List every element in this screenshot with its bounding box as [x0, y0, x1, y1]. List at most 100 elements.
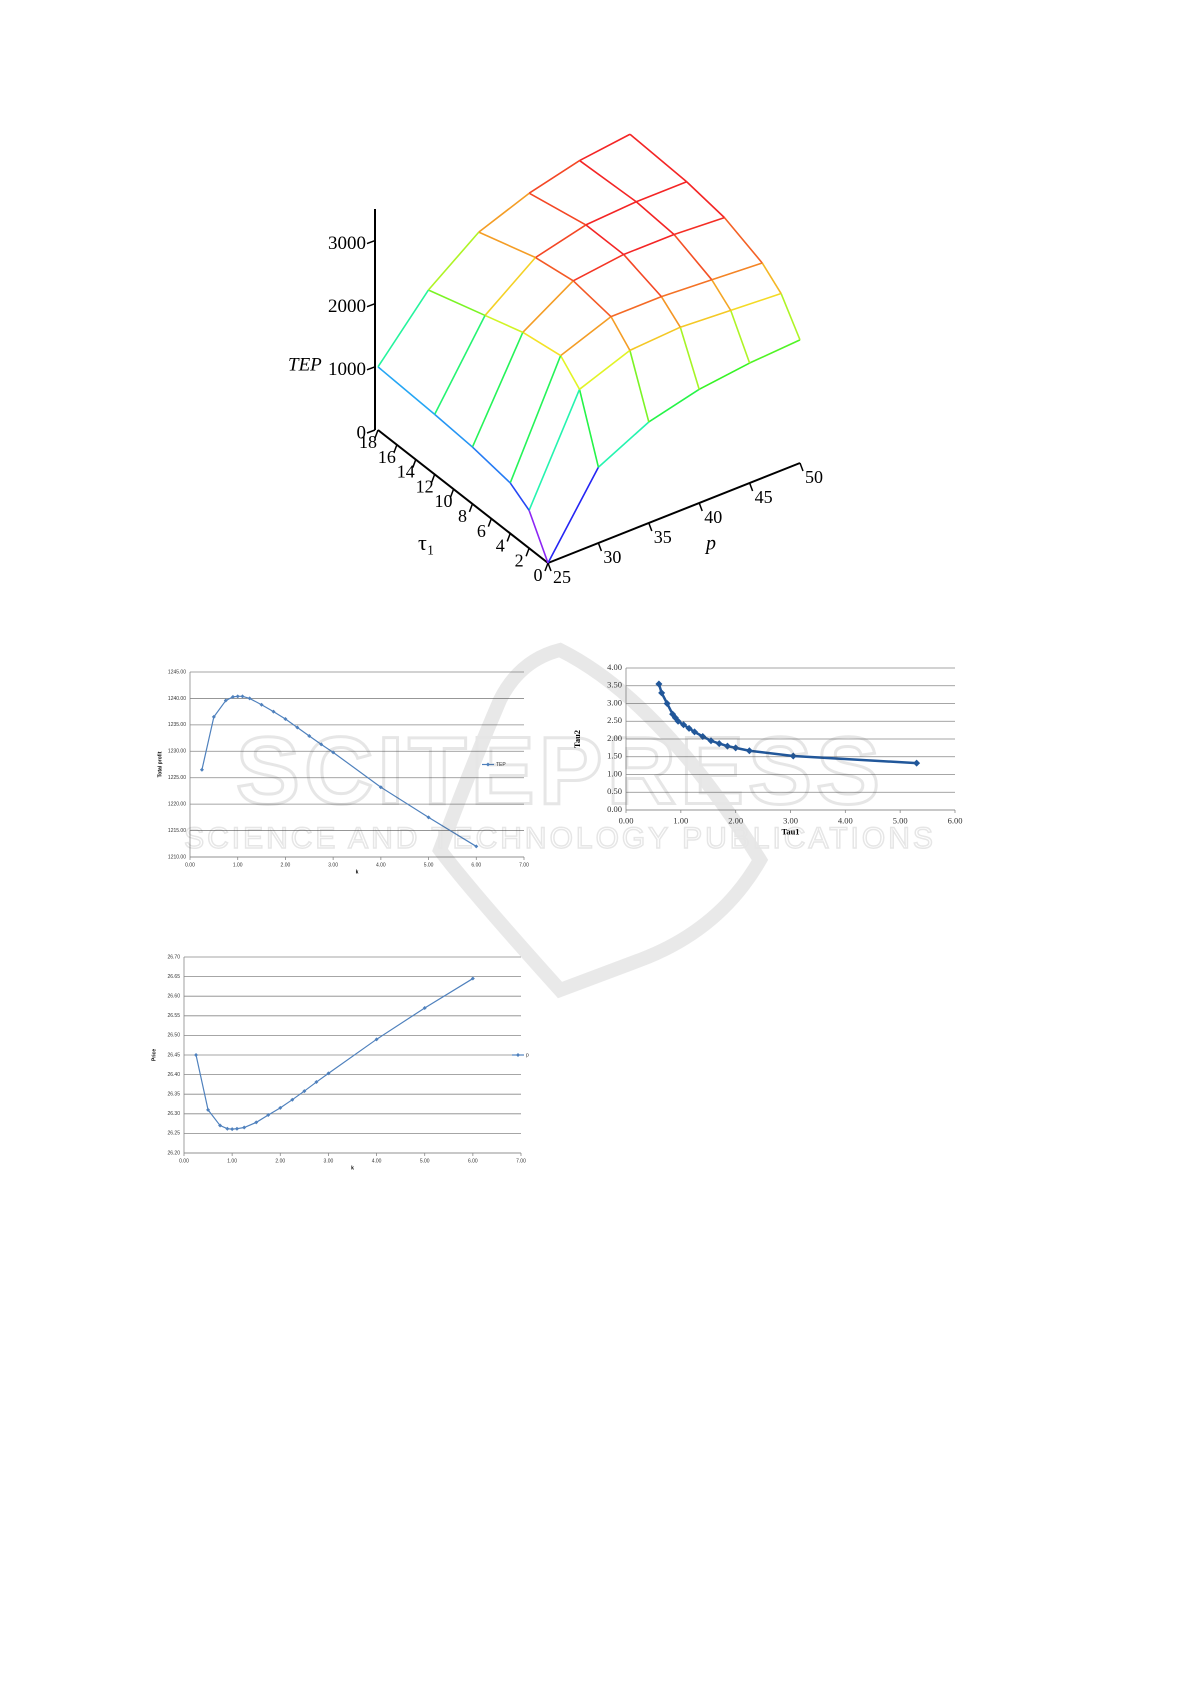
x-tick-label: 0.00	[185, 862, 195, 868]
y-tick-label: 26.45	[167, 1052, 180, 1058]
point	[283, 717, 288, 722]
x-axis-label: k	[356, 869, 359, 875]
point	[655, 680, 663, 688]
y-tick-label: 26.70	[167, 954, 180, 960]
point	[307, 733, 312, 738]
point	[331, 750, 336, 755]
surface-segment	[629, 326, 681, 352]
x-tick	[698, 502, 703, 512]
point	[374, 1037, 379, 1042]
x-tick-label: 25	[553, 567, 571, 587]
surface-segment	[428, 289, 486, 317]
x-tick-label: 0.00	[179, 1158, 189, 1164]
y-tick-label: 8	[458, 506, 467, 526]
surface-segment	[522, 280, 574, 333]
x-tick-label: 7.00	[519, 862, 529, 868]
surface-segment	[673, 233, 713, 281]
y-tick	[487, 518, 493, 527]
y-tick-label: 26.65	[167, 974, 180, 980]
point	[680, 721, 688, 729]
y-tick-label: 1.50	[607, 751, 622, 761]
y-tick	[430, 474, 436, 483]
surface-segment	[729, 310, 751, 364]
y-tick-label: 0.50	[607, 786, 622, 796]
surface-segment	[679, 326, 700, 390]
y-tick-label: 1230.00	[168, 749, 186, 755]
y-tick-label: 26.60	[167, 994, 180, 1000]
y-tick-label: 26.25	[167, 1131, 180, 1137]
y-tick-label: 26.40	[167, 1072, 180, 1078]
x-axis-label: Tau1	[781, 827, 799, 837]
surface-segment	[560, 316, 612, 357]
surface-segment	[673, 216, 725, 236]
y-tick-label: 1220.00	[168, 801, 186, 807]
x-tick	[648, 522, 653, 532]
surface-segment	[377, 366, 436, 415]
point	[223, 698, 228, 703]
x-tick-label: 45	[755, 487, 773, 507]
y-tick-label: 26.55	[167, 1013, 180, 1019]
y-tick-label: 4.00	[607, 662, 622, 672]
y-tick	[374, 429, 379, 439]
surface-segment	[377, 289, 430, 368]
x-tick-label: 5.00	[893, 815, 908, 825]
surface-segment	[528, 510, 549, 564]
watermark: SCITEPRESS SCIENCE AND TECHNOLOGY PUBLIC…	[183, 642, 936, 999]
y-tick-label: 3.00	[607, 697, 622, 707]
y-tick	[393, 444, 398, 454]
point	[474, 844, 479, 849]
point	[913, 759, 921, 767]
x-tick-label: 6.00	[471, 862, 481, 868]
surface-segment	[711, 262, 763, 281]
surface-segment	[761, 262, 782, 294]
surface-segment	[528, 389, 581, 511]
surface-segment	[635, 181, 687, 203]
y-tick	[525, 547, 530, 557]
x-tick-label: 0.00	[619, 815, 634, 825]
legend-marker	[486, 762, 490, 767]
surface-segment	[471, 446, 511, 484]
surface-segment	[471, 332, 524, 448]
legend-marker	[516, 1053, 520, 1057]
y-tick-label: 2.50	[607, 715, 622, 725]
z-tick	[366, 303, 376, 308]
point	[266, 1112, 271, 1117]
surface-segment	[623, 233, 675, 256]
surface-segment	[478, 192, 530, 233]
y-tick	[412, 459, 417, 468]
surface-segment	[680, 309, 731, 328]
x-tick-label: 1.00	[233, 862, 243, 868]
legend-label: TEP	[496, 762, 506, 768]
x-tick-label: 6.00	[948, 815, 963, 825]
y-tick-label: 26.35	[167, 1092, 180, 1098]
watermark-subtitle: SCIENCE AND TECHNOLOGY PUBLICATIONS	[184, 822, 936, 855]
surface-segment	[660, 296, 681, 328]
z-tick-label: 2000	[328, 296, 366, 317]
y-tick-label: 26.20	[167, 1150, 180, 1156]
y-tick-label: 3.50	[607, 680, 622, 690]
y-tick	[468, 503, 474, 513]
x-tick-label: 4.00	[376, 862, 386, 868]
y-tick-label: 26.50	[167, 1033, 180, 1039]
surface-segment	[572, 253, 625, 282]
y-tick-label: 0	[534, 565, 543, 585]
surface-segment	[648, 388, 700, 423]
x-tick-label: 50	[805, 467, 823, 487]
y-tick-label: 1210.00	[168, 854, 186, 860]
x-axis-label: k	[351, 1165, 354, 1171]
line	[195, 978, 474, 1130]
x-tick-label: 6.00	[468, 1158, 478, 1164]
x-tick-label: 40	[704, 507, 722, 527]
surface-segment	[723, 217, 763, 264]
surface-segment	[585, 224, 625, 256]
point	[658, 689, 666, 697]
surface-segment	[661, 279, 713, 298]
surface-segment	[585, 201, 637, 226]
surface-segment	[780, 293, 801, 341]
point	[242, 1125, 247, 1130]
point	[314, 1080, 319, 1085]
x-tick-label: 4.00	[372, 1158, 382, 1164]
point	[194, 1053, 199, 1057]
y-tick	[449, 488, 455, 498]
